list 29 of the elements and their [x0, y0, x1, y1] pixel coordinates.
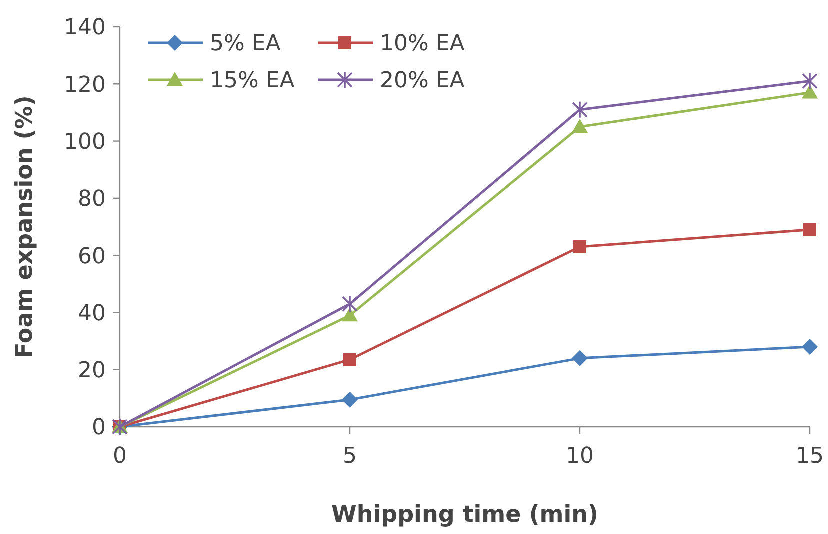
y-tick-label: 80 [78, 187, 106, 212]
x-tick-label: 5 [343, 444, 357, 469]
y-tick-label: 40 [78, 301, 106, 326]
y-tick-label: 0 [92, 416, 106, 441]
y-tick-label: 60 [78, 244, 106, 270]
point [572, 100, 588, 119]
point [804, 223, 816, 236]
point [574, 240, 586, 254]
point [572, 350, 588, 366]
y-tick-label: 140 [64, 16, 106, 41]
point [802, 339, 818, 355]
y-tick-label: 100 [64, 130, 106, 155]
y-tick-label: 120 [64, 72, 106, 98]
legend-label: 5% EA [210, 32, 281, 57]
x-tick-label: 15 [796, 444, 824, 469]
x-axis-title: Whipping time (min) [332, 502, 598, 528]
point [342, 392, 358, 408]
y-axis-title: Foam expansion (%) [12, 96, 38, 358]
legend-label: 20% EA [380, 68, 465, 94]
legend-label: 15% EA [210, 68, 295, 94]
point [802, 72, 818, 90]
point [342, 308, 358, 322]
point [344, 353, 356, 366]
legend-label: 10% EA [380, 32, 465, 57]
point [572, 119, 588, 133]
x-tick-label: 0 [113, 444, 127, 469]
y-tick-label: 20 [78, 358, 106, 384]
x-tick-label: 10 [566, 444, 594, 469]
point [342, 295, 358, 314]
